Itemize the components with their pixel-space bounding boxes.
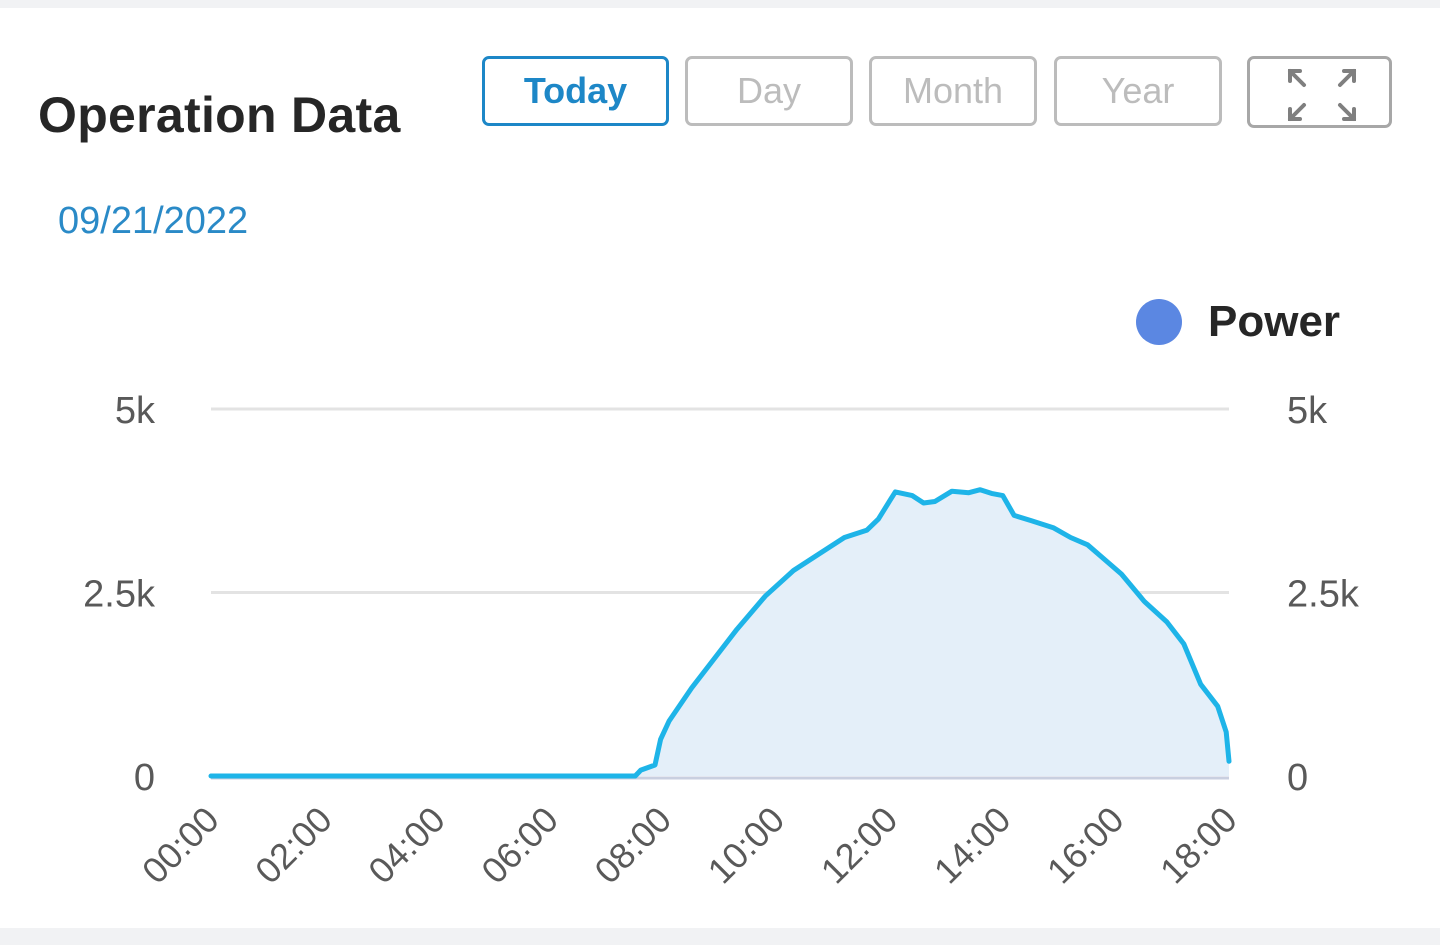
x-tick-label: 02:00 [247,799,340,892]
tab-today[interactable]: Today [482,56,669,126]
legend-label-power: Power [1208,297,1341,346]
y-tick-label-right: 2.5k [1287,574,1360,616]
y-tick-label-left: 5k [115,390,156,432]
fullscreen-button[interactable] [1247,56,1392,128]
fullscreen-expand-icon [1288,69,1356,121]
x-tick-label: 08:00 [586,799,679,892]
tab-day[interactable]: Day [685,56,853,126]
y-tick-label-right: 0 [1287,757,1308,799]
x-tick-label: 18:00 [1152,799,1245,892]
page-title: Operation Data [38,87,401,143]
selected-date: 09/21/2022 [58,200,249,242]
tab-month[interactable]: Month [869,56,1037,126]
x-tick-label: 00:00 [134,799,227,892]
y-tick-label-left: 0 [134,757,155,799]
series-area-power [211,489,1229,776]
x-tick-label: 14:00 [926,799,1019,892]
x-tick-label: 10:00 [700,799,793,892]
x-tick-label: 16:00 [1039,799,1132,892]
legend-dot-power [1136,299,1182,345]
x-tick-label: 12:00 [813,799,906,892]
x-tick-label: 04:00 [360,799,453,892]
series-line-power [208,487,1232,779]
y-tick-label-left: 2.5k [83,574,156,616]
tab-year[interactable]: Year [1054,56,1222,126]
y-tick-label-right: 5k [1287,390,1328,432]
chart-legend[interactable]: Power [1136,294,1340,350]
x-tick-label: 06:00 [473,799,566,892]
